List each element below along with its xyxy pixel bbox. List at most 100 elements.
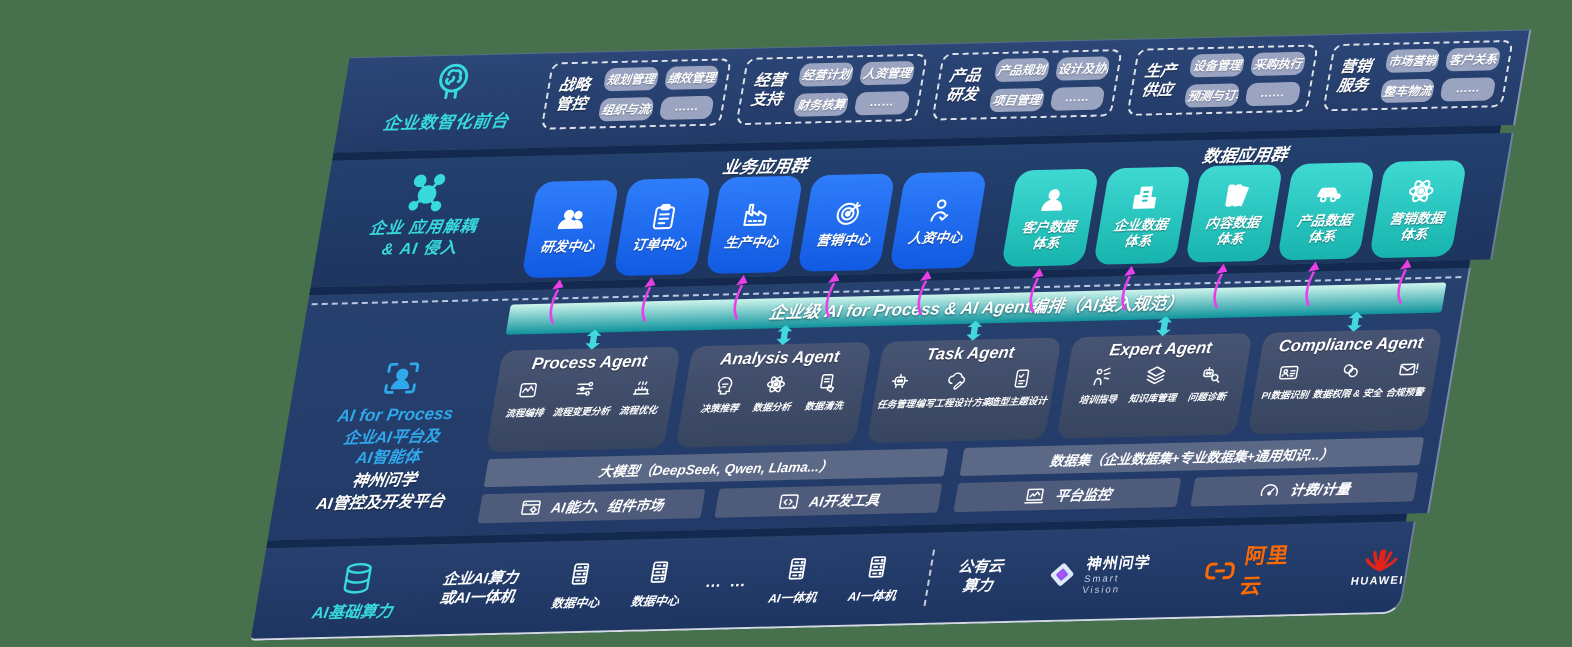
module-chip: …… bbox=[853, 91, 911, 116]
front-office-groups: 战略管控 规划管理 绩效管理 组织与流程 …… 经营支持 经营计划 人资管理 财… bbox=[540, 39, 1514, 130]
ai-appliance-node: AI一体机 bbox=[831, 553, 919, 605]
app-box-hr: 人资中心 bbox=[889, 171, 988, 270]
business-apps-row: 研发中心 订单中心 生产中心 营销中心 人资中心 bbox=[521, 171, 988, 325]
infra-label: AI基础算力 bbox=[287, 559, 424, 624]
decouple-title: 企业 应用解耦 & AI 侵入 bbox=[323, 216, 520, 262]
module-chip: 整车物流 bbox=[1379, 78, 1436, 104]
platform-label: 神州问学 AI管控及开发平台 bbox=[315, 471, 446, 513]
process-agent-card: Process Agent 流程编排 流程变更分析 流程优化 bbox=[485, 329, 682, 453]
atom-icon bbox=[763, 373, 789, 396]
clipboard-icon bbox=[647, 201, 682, 232]
target-icon bbox=[830, 197, 865, 228]
agent-title: Process Agent bbox=[530, 352, 649, 374]
group-title: 生产供应 bbox=[1140, 62, 1178, 100]
app-label: 企业数据体系 bbox=[1112, 216, 1169, 249]
app-label: 客户数据体系 bbox=[1020, 219, 1077, 251]
group-production: 生产供应 设备管理 采购执行 预测与订单 …… bbox=[1126, 44, 1319, 116]
module-chip: …… bbox=[1439, 77, 1497, 102]
enterprise-compute-label: 企业AI算力 或AI一体机 bbox=[438, 568, 520, 608]
ai-for-process-line1: AI for Process bbox=[336, 403, 455, 426]
module-chip: 项目管理 bbox=[988, 87, 1045, 113]
vendor-logos: 神州问学 Smart Vision 阿里云 bbox=[1042, 536, 1411, 605]
flow-arrow-icon bbox=[1121, 265, 1136, 311]
ai-capability-cell: AI能力、组件市场 bbox=[477, 489, 706, 524]
data-box-marketing: 营销数据体系 bbox=[1368, 159, 1468, 259]
gauge-icon bbox=[1256, 479, 1282, 502]
aliyun-logo-icon bbox=[1205, 562, 1235, 580]
group-strategy: 战略管控 规划管理 绩效管理 组织与流程 …… bbox=[540, 58, 733, 130]
machine-icon bbox=[629, 376, 655, 399]
module-chip: …… bbox=[1049, 86, 1106, 111]
app-label: 人资中心 bbox=[907, 229, 964, 246]
app-label: 营销中心 bbox=[815, 231, 872, 249]
module-chip: 规划管理 bbox=[602, 66, 660, 92]
person-frame-icon bbox=[377, 357, 426, 400]
app-box-marketing: 营销中心 bbox=[797, 173, 896, 272]
monitor-icon bbox=[1021, 484, 1047, 507]
group-marketing: 营销服务 市场营销 客户关系 整车物流 …… bbox=[1321, 39, 1514, 112]
agents-row: Process Agent 流程编排 流程变更分析 流程优化 Analysis … bbox=[485, 311, 1443, 453]
smartvision-logo-icon bbox=[1050, 563, 1074, 586]
trainer-icon bbox=[1089, 365, 1115, 388]
hr-icon bbox=[922, 195, 957, 226]
code-icon bbox=[776, 490, 802, 513]
sliders-icon bbox=[572, 377, 598, 400]
module-chip: 财务核算 bbox=[792, 92, 850, 117]
analysis-agent-card: Analysis Agent 决策推荐 数据分析 数据清洗 bbox=[676, 325, 872, 448]
server-icon bbox=[782, 555, 812, 582]
server-icon bbox=[862, 554, 892, 581]
head-chat-icon bbox=[711, 374, 737, 397]
ai-devtools-cell: AI开发工具 bbox=[714, 483, 943, 518]
application-band: 企业 应用解耦 & AI 侵入 业务应用群 数据应用群 研发中心 订单中心 生产中… bbox=[310, 132, 1514, 325]
dataset-half: 数据集（企业数据集+专业数据集+通用知识...） 平台监控 计费/计量 bbox=[953, 437, 1425, 513]
platform-monitor-cell: 平台监控 bbox=[953, 477, 1182, 513]
infrastructure-band: AI基础算力 企业AI算力 或AI一体机 数据中心 数据中心 … … AI一体机 … bbox=[250, 521, 1416, 641]
platform-row: 神州问学 AI管控及开发平台 大模型（DeepSeek, Qwen, Llama.… bbox=[284, 437, 1425, 528]
team-icon bbox=[555, 203, 590, 234]
agent-title: Task Agent bbox=[925, 343, 1016, 364]
module-chip: 组织与流程 bbox=[597, 97, 655, 122]
flow-arrow-icon bbox=[733, 275, 748, 321]
brain-head-icon bbox=[427, 59, 479, 104]
data-box-enterprise: 企业数据体系 bbox=[1093, 166, 1192, 265]
module-chip: 设备管理 bbox=[1188, 53, 1246, 78]
architecture-diagram: 企业数智化前台 战略管控 规划管理 绩效管理 组织与流程 …… 经营支持 经营计… bbox=[250, 29, 1532, 641]
app-box-order: 订单中心 bbox=[613, 177, 712, 277]
data-apps-row: 客户数据体系 企业数据体系 内容数据体系 产品数据体系 营销数据体系 bbox=[1001, 159, 1468, 314]
module-chip: 市场营销 bbox=[1384, 48, 1441, 73]
huawei-logo: HUAWEI bbox=[1350, 547, 1410, 587]
agent-title: Analysis Agent bbox=[719, 347, 841, 369]
decouple-label: 企业 应用解耦 & AI 侵入 bbox=[323, 170, 528, 262]
app-label: 生产中心 bbox=[723, 233, 780, 251]
data-box-product: 产品数据体系 bbox=[1276, 162, 1376, 261]
expert-agent-card: Expert Agent 培训指导 知识库管理 问题诊断 bbox=[1056, 316, 1253, 439]
module-chip: …… bbox=[658, 95, 715, 121]
module-chip: …… bbox=[1244, 81, 1302, 107]
diagnose-icon bbox=[1198, 363, 1224, 386]
task-agent-card: Task Agent 任务管理 编写工程设计方案 造型主题设计 bbox=[866, 320, 1062, 444]
decouple-line1: 企业 应用解耦 bbox=[368, 218, 479, 238]
front-office-band: 企业数智化前台 战略管控 规划管理 绩效管理 组织与流程 …… 经营支持 经营计… bbox=[333, 29, 1532, 153]
flow-arrow-icon bbox=[1397, 259, 1412, 305]
public-cloud-label: 公有云 算力 bbox=[956, 557, 1005, 596]
module-chip: 绩效管理 bbox=[663, 65, 721, 90]
group-operation: 经营支持 经营计划 人资管理 财务核算 …… bbox=[735, 53, 928, 126]
datacenter-node: 数据中心 bbox=[534, 560, 622, 612]
app-label: 产品数据体系 bbox=[1296, 212, 1353, 245]
exchange-arrow-icon bbox=[1156, 316, 1173, 337]
factory-icon bbox=[739, 199, 774, 230]
app-label: 订单中心 bbox=[631, 236, 688, 253]
dataset-header: 数据集（企业数据集+专业数据集+通用知识...） bbox=[959, 437, 1425, 477]
app-label: 内容数据体系 bbox=[1204, 214, 1261, 247]
decouple-line2: & AI 侵入 bbox=[380, 239, 459, 259]
front-office-label: 企业数智化前台 bbox=[354, 58, 546, 136]
window-gear-icon bbox=[518, 496, 544, 519]
books-icon bbox=[1220, 180, 1255, 211]
group-title: 产品研发 bbox=[944, 67, 983, 104]
app-box-production: 生产中心 bbox=[705, 175, 804, 274]
wave-box-icon bbox=[516, 379, 542, 402]
tablet-check-icon bbox=[1009, 367, 1035, 390]
molecule-icon bbox=[403, 172, 455, 217]
group-title: 经营支持 bbox=[749, 71, 787, 109]
agent-title: Expert Agent bbox=[1108, 338, 1214, 360]
